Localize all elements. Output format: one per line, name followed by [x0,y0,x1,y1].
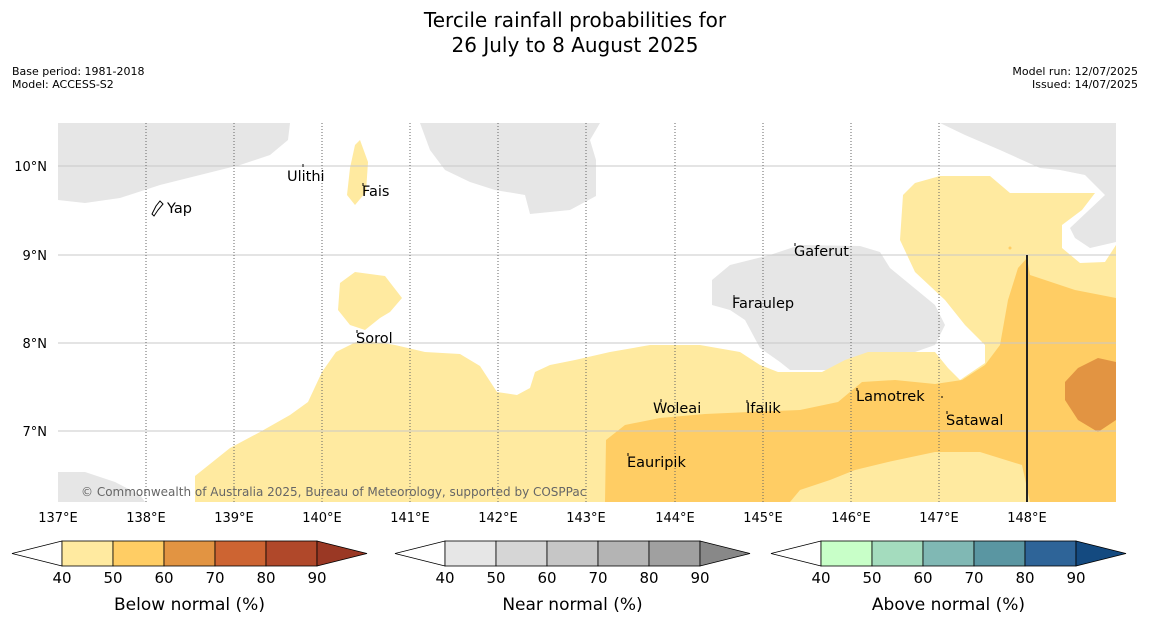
legend-low-extension [11,540,63,567]
longitude-label: 140°E [302,511,342,526]
legend-tick-label: 60 [154,569,173,587]
latitude-label: 10°N [14,160,47,175]
longitude-labels: 137°E 138°E 139°E 140°E 141°E 142°E 143°… [38,511,1047,526]
legend-tick-label: 90 [690,569,709,587]
meta-left: Base period: 1981-2018 Model: ACCESS-S2 [12,65,144,91]
place-labels: Yap Ulithi Fais Gaferut Faraulep Sorol W… [166,169,1003,471]
legend-low-extension [394,540,446,567]
meta-right: Model run: 12/07/2025 Issued: 14/07/2025 [1012,65,1138,91]
latitude-label: 8°N [23,337,48,352]
legend-color-box [163,540,216,567]
legend-color-box [820,540,873,567]
base-period: Base period: 1981-2018 [12,65,145,78]
legend-color-box [444,540,497,567]
place-label: Satawal [946,413,1003,429]
above-normal-legend: 40 50 60 70 80 90 Above normal (%) [770,540,1127,615]
legend-color-box [871,540,924,567]
legend-color-box [597,540,650,567]
legend-tick-label: 40 [811,569,830,587]
legend-tick-label: 90 [307,569,326,587]
legend-tick-label: 50 [486,569,505,587]
map-plot-area: Yap Ulithi Fais Gaferut Faraulep Sorol W… [58,123,1116,502]
legend-tick-label: 80 [1015,569,1034,587]
longitude-label: 148°E [1007,511,1047,526]
legend-color-box [648,540,701,567]
colour-legends: 40 50 60 70 80 90 Below normal (%) 40 50 60 70 80 90… [11,540,1127,615]
legend-tick-label: 60 [913,569,932,587]
latitude-label: 7°N [23,425,48,440]
longitude-label: 137°E [38,511,78,526]
legend-tick-label: 60 [537,569,556,587]
longitude-label: 141°E [390,511,430,526]
place-label: Fais [362,184,389,200]
longitude-gridlines [145,123,940,502]
map-title-line-2: 26 July to 8 August 2025 [451,33,699,57]
legend-color-box [112,540,165,567]
place-label: Faraulep [732,296,794,312]
legend-color-box [495,540,548,567]
legend-high-extension [1075,540,1127,567]
legend-title: Above normal (%) [872,595,1025,615]
map-title-line-1: Tercile rainfall probabilities for [423,8,727,32]
legend-color-box [61,540,114,567]
near-normal-legend: 40 50 60 70 80 90 Near normal (%) [394,540,751,615]
place-label: Ulithi [287,169,325,185]
legend-tick-label: 50 [862,569,881,587]
legend-tick-label: 80 [639,569,658,587]
place-label: Ifalik [746,401,781,417]
legend-high-extension [316,540,368,567]
place-label: Woleai [653,401,701,417]
longitude-label: 146°E [831,511,871,526]
legend-color-box [973,540,1026,567]
model-run-date: Model run: 12/07/2025 [1012,65,1138,78]
island-markers [151,164,948,456]
longitude-label: 138°E [126,511,166,526]
issued-date: Issued: 14/07/2025 [1031,78,1138,91]
model-name: Model: ACCESS-S2 [12,78,114,91]
copyright-notice: © Commonwealth of Australia 2025, Bureau… [81,485,586,499]
legend-color-box [265,540,318,567]
longitude-label: 139°E [214,511,254,526]
legend-tick-label: 40 [435,569,454,587]
legend-low-extension [770,540,822,567]
legend-tick-label: 70 [964,569,983,587]
place-label: Gaferut [794,244,849,260]
legend-tick-label: 50 [103,569,122,587]
longitude-label: 144°E [655,511,695,526]
legend-title: Below normal (%) [114,595,265,615]
place-label: Sorol [356,331,393,347]
masked-land-regions [58,123,1116,502]
legend-tick-label: 90 [1066,569,1085,587]
legend-color-box [922,540,975,567]
longitude-label: 147°E [919,511,959,526]
below-normal-50-60-region [605,246,1116,502]
legend-tick-label: 80 [256,569,275,587]
legend-color-box [1024,540,1077,567]
legend-color-box [546,540,599,567]
legend-tick-label: 70 [588,569,607,587]
longitude-label: 142°E [478,511,518,526]
latitude-labels: 10°N 9°N 8°N 7°N [14,160,47,440]
latitude-label: 9°N [23,249,48,264]
below-normal-legend: 40 50 60 70 80 90 Below normal (%) [11,540,368,615]
longitude-label: 143°E [566,511,606,526]
below-normal-60-70-region [1065,358,1116,432]
place-label: Yap [166,201,192,217]
legend-title: Near normal (%) [502,595,642,615]
legend-tick-label: 40 [52,569,71,587]
legend-high-extension [699,540,751,567]
longitude-label: 145°E [743,511,783,526]
place-label: Eauripik [627,455,686,471]
place-label: Lamotrek [856,389,925,405]
legend-tick-label: 70 [205,569,224,587]
legend-color-box [214,540,267,567]
